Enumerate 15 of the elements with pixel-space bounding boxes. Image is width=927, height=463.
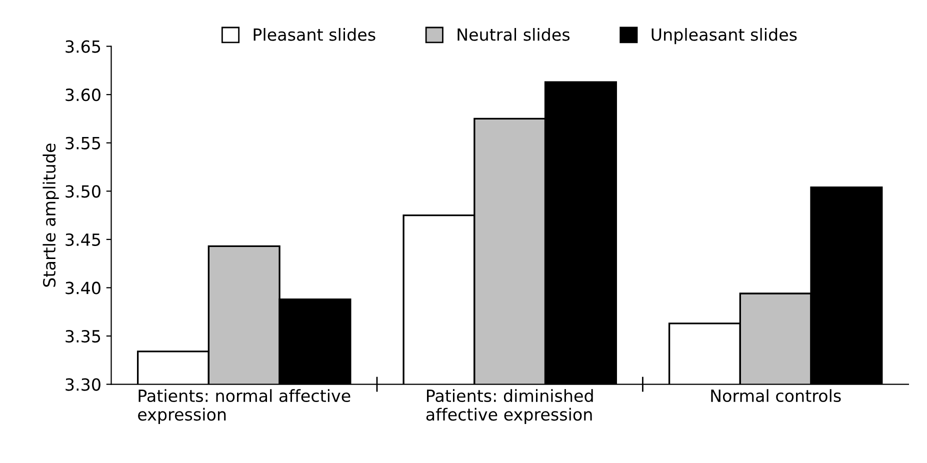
y-tick-label: 3.45: [66, 233, 100, 246]
y-tick-label: 3.30: [66, 378, 100, 391]
y-tick-label: 3.50: [66, 185, 100, 198]
x-tick-label: Normal controls: [711, 389, 841, 402]
legend-label: Unpleasant slides: [652, 28, 797, 44]
y-tick-label: 3.35: [66, 330, 100, 343]
y-tick-label: 3.60: [66, 88, 100, 102]
x-tick-label: Patients: diminished affective expression: [426, 389, 593, 424]
legend-label: Neutral slides: [458, 28, 570, 41]
y-tick-label: 3.55: [66, 136, 100, 150]
y-tick-label: 3.65: [66, 40, 100, 53]
x-tick-label: Patients: normal affective expression: [138, 389, 350, 424]
y-axis-title: Startle amplitude: [42, 144, 59, 287]
y-tick-label: 3.40: [66, 282, 100, 294]
legend-label: Pleasant slides: [254, 28, 376, 41]
